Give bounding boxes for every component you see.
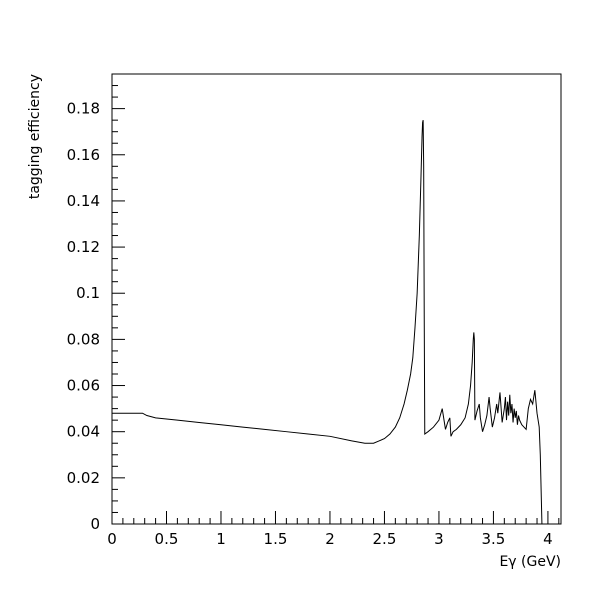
x-axis-title: Eγ (GeV) [499,554,561,570]
x-tick-label: 0.5 [155,530,179,548]
y-tick-label: 0.1 [76,284,100,302]
x-tick-label: 2.5 [373,530,397,548]
y-tick-label: 0.06 [67,377,100,395]
x-tick-label: 4 [543,530,553,548]
x-tick-label: 2 [325,530,335,548]
y-tick-label: 0.14 [67,192,100,210]
y-tick-label: 0.16 [67,146,100,164]
x-tick-label: 0 [107,530,117,548]
y-axis-title: tagging efficiency [27,74,43,199]
tick-labels: 0 0.5 1 1.5 2 2.5 3 3.5 4 0 0.02 0.04 0.06 0.08 0.1 0.1… [67,100,553,548]
y-tick-label: 0.04 [67,423,100,441]
series-line-0 [112,120,544,525]
x-tick-label: 3 [434,530,444,548]
series-layer [112,120,544,525]
x-tick-label: 3.5 [482,530,506,548]
x-tick-label: 1.5 [264,530,288,548]
y-tick-label: 0.12 [67,238,100,256]
x-tick-label: 1 [216,530,226,548]
y-tick-label: 0.02 [67,469,100,487]
y-tick-label: 0.18 [67,100,100,118]
y-tick-label: 0 [90,515,100,533]
y-tick-label: 0.08 [67,330,100,348]
plot-frame [111,73,562,525]
